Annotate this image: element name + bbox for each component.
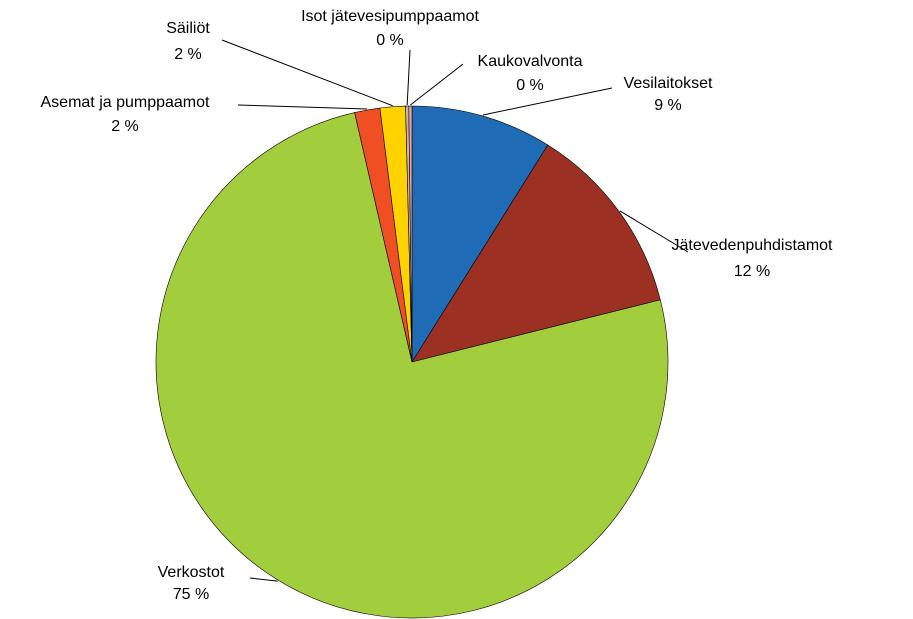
slice-value-label: 12 % [734,263,770,280]
leader-line [249,577,278,582]
leader-line [406,49,411,106]
slice-label: Kaukovalvonta [478,53,583,70]
leader-line [619,210,689,253]
pie-slice [411,105,549,364]
slice-label: Vesilaitokset [624,75,713,92]
pie-slice [411,144,661,363]
leader-line [237,104,368,110]
slice-value-label: 75 % [173,586,209,603]
slice-value-label: 2 % [174,46,202,63]
slice-label: Isot jätevesipumppaamot [301,8,479,25]
slice-label: Säiliöt [166,20,210,37]
slice-value-label: 0 % [516,77,544,94]
slice-label: Asemat ja pumppaamot [41,94,211,111]
slice-value-label: 0 % [376,32,404,49]
leader-line [221,39,393,107]
pie-slice [408,105,413,363]
slice-value-label: 9 % [654,97,682,114]
slice-value-label: 2 % [111,118,139,135]
leader-line [410,63,464,106]
slice-label: Verkostot [158,564,225,581]
pie-slice [155,112,669,619]
slice-label: Jätevedenpuhdistamot [672,237,834,254]
leader-line [482,87,613,116]
